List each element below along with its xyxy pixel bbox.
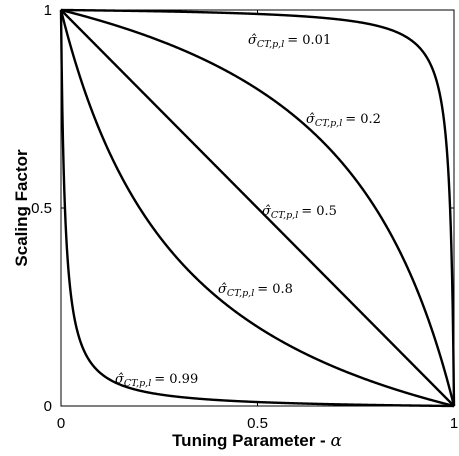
x-tick-label: 0.5 (247, 415, 268, 432)
curves (59, 8, 456, 408)
x-tick-label: 0 (57, 415, 65, 432)
y-tick-label: 1 (44, 2, 52, 19)
svg-text:σ̂CT,p,l= 0.2: σ̂CT,p,l = 0.2 (306, 112, 381, 129)
series-line-0_8 (59, 9, 455, 408)
curve-label-0_01: σ̂CT,p,l = 0.01 (248, 33, 331, 50)
series-line-0_5 (60, 9, 455, 407)
series-line-0_2 (60, 8, 456, 407)
y-axis-title: Scaling Factor (12, 149, 31, 267)
curve-label-0_99: σ̂CT,p,l = 0.99 (115, 372, 198, 389)
svg-text:σ̂CT,p,l= 0.5: σ̂CT,p,l = 0.5 (262, 204, 337, 221)
y-tick-label: 0.5 (31, 200, 52, 217)
svg-text:σ̂CT,p,l= 0.99: σ̂CT,p,l = 0.99 (115, 372, 198, 389)
curve-label-0_5: σ̂CT,p,l = 0.5 (262, 204, 337, 221)
x-tick-label: 1 (450, 415, 458, 432)
tick-labels: 0 0.5 1 0 0.5 1 (31, 2, 458, 432)
x-axis-title: Tuning Parameter - α (172, 431, 342, 451)
curve-labels: σ̂CT,p,l = 0.01 σ̂CT,p,l = 0.2 σ̂CT,p,l = 0.5… (115, 33, 381, 389)
curve-label-0_8: σ̂CT,p,l = 0.8 (218, 282, 293, 299)
y-tick-label: 0 (44, 398, 52, 415)
svg-text:σ̂CT,p,l= 0.01: σ̂CT,p,l = 0.01 (248, 33, 331, 50)
svg-text:σ̂CT,p,l= 0.8: σ̂CT,p,l = 0.8 (218, 282, 293, 299)
x-axis-title-symbol: α (330, 431, 342, 451)
series-line-0_01 (60, 8, 456, 407)
series-line-0_99 (59, 9, 455, 408)
x-axis-title-text: Tuning Parameter - (172, 431, 330, 450)
curve-label-0_2: σ̂CT,p,l = 0.2 (306, 112, 381, 129)
